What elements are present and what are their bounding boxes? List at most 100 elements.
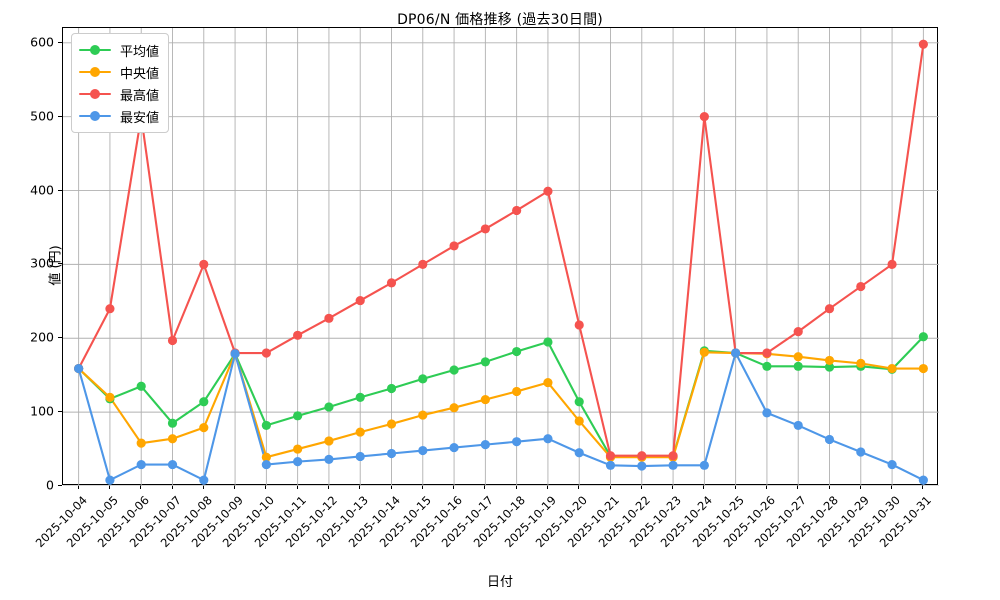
x-axis-tick-mark [359,485,361,489]
data-point-marker [293,411,303,421]
series-line-最安値 [77,351,925,482]
y-axis-tick-mark [58,485,62,486]
data-point-marker [449,365,459,375]
data-point-marker [199,475,209,485]
x-axis-tick-mark [327,485,329,489]
data-point-marker [856,281,866,292]
data-point-marker [105,304,115,314]
data-point-marker [480,440,490,450]
x-axis-tick-mark [453,485,455,489]
data-point-marker [918,475,928,485]
x-axis-tick-mark [578,485,580,489]
legend-item-中央値[interactable]: 中央値 [79,61,159,83]
data-point-marker [261,420,271,431]
x-axis-tick-mark [265,485,267,489]
data-point-marker [293,444,303,454]
data-point-marker [543,186,553,196]
data-point-marker [324,402,334,412]
legend-item-最安値[interactable]: 最安値 [79,105,159,127]
data-point-marker [386,383,397,394]
data-point-marker [199,259,209,269]
data-point-marker [887,459,897,470]
data-point-marker [668,451,678,461]
y-axis-tick-label: 100 [30,403,54,419]
plot-area [62,27,939,486]
data-point-marker [699,460,709,470]
data-point-marker [261,459,271,470]
data-point-marker [637,451,647,461]
data-point-marker [574,320,584,330]
y-axis-tick-label: 200 [30,329,54,345]
data-point-marker [605,460,616,470]
data-point-marker [136,381,146,391]
data-point-marker [824,362,835,372]
legend-label: 平均値 [120,44,160,60]
x-axis-tick-mark [640,485,642,489]
data-point-marker [824,434,835,445]
data-point-marker [230,349,240,359]
x-axis-tick-mark [672,485,674,489]
legend-marker-dot [90,67,100,77]
data-point-marker [918,39,928,49]
data-point-marker [762,408,772,418]
data-point-marker [637,461,647,471]
x-axis-tick-mark [891,485,893,489]
data-point-marker [762,361,772,371]
data-point-marker [762,348,772,358]
data-point-marker [167,459,178,470]
data-point-marker [136,459,146,470]
data-point-marker [105,392,115,402]
data-point-marker [386,278,397,288]
data-point-marker [543,337,553,347]
x-axis-tick-mark [140,485,142,489]
data-point-marker [324,454,334,465]
line-marker-icon [79,43,111,57]
x-axis-tick-mark [77,485,79,489]
data-point-marker [449,403,459,413]
legend-label: 最安値 [120,110,160,126]
data-point-marker [355,295,365,306]
y-axis-tick-label: 400 [30,182,54,198]
chart-legend: 平均値中央値最高値最安値 [71,33,170,133]
legend-label: 中央値 [120,66,160,82]
data-point-marker [386,419,397,429]
data-point-marker [293,457,303,467]
data-point-marker [418,445,428,456]
y-axis-tick-mark [58,115,62,117]
data-point-marker [543,434,553,444]
line-marker-icon [79,65,111,79]
data-point-marker [418,410,428,420]
data-point-marker [605,451,616,461]
data-point-marker [856,358,866,368]
series-line-中央値 [77,351,925,459]
data-point-marker [512,205,522,216]
y-axis-tick-label: 500 [30,108,54,124]
y-axis-tick-mark [58,189,62,191]
x-axis-tick-mark [734,485,736,489]
x-axis-tick-mark [828,485,830,489]
data-point-marker [480,357,490,367]
x-axis-tick-mark [859,485,861,489]
legend-item-平均値[interactable]: 平均値 [79,39,159,61]
data-point-marker [699,347,709,357]
x-axis-tick-mark [421,485,423,489]
data-point-marker [199,423,209,433]
data-point-marker [74,363,84,374]
legend-label: 最高値 [120,88,160,104]
data-point-marker [355,392,365,402]
data-point-marker [824,355,835,366]
data-point-marker [261,452,271,462]
x-axis-tick-mark [765,485,767,489]
data-point-marker [574,397,584,407]
series-line-平均値 [77,335,925,458]
data-point-marker [574,416,584,426]
legend-item-最高値[interactable]: 最高値 [79,83,159,105]
x-axis-tick-mark [108,485,110,489]
data-point-marker [699,112,709,122]
data-point-marker [856,447,866,457]
data-point-marker [324,436,334,446]
x-axis-tick-mark [922,485,924,489]
y-axis-tick-label: 300 [30,255,54,271]
data-point-marker [386,448,397,459]
